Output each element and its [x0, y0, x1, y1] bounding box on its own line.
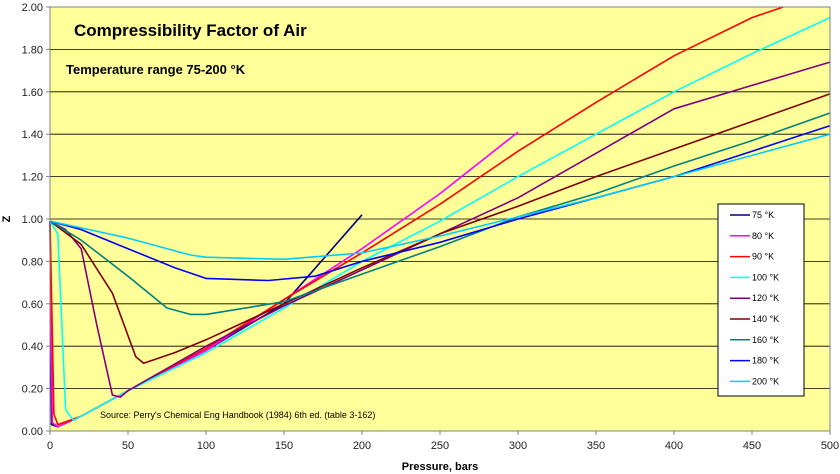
x-tick-label: 100 — [197, 440, 215, 452]
legend-label: 90 °K — [752, 252, 774, 262]
legend: 75 °K 80 °K 90 °K 100 °K 120 °K 140 °K 160 °K 1… — [717, 203, 805, 397]
x-axis-label: Pressure, bars — [402, 461, 478, 473]
legend-label: 75 °K — [752, 210, 774, 220]
series-line-4 — [49, 16, 831, 422]
series-layer — [49, 6, 831, 428]
x-tick-label: 200 — [353, 440, 371, 452]
x-tick-label: 150 — [275, 440, 293, 452]
series-line-2 — [49, 131, 519, 428]
series-line-6 — [49, 93, 831, 365]
ticks: 0.00 0.20 0.40 0.60 0.80 1.00 1.20 1.40 1.60 1.80… — [22, 2, 840, 452]
legend-label: 80 °K — [752, 231, 774, 241]
y-tick-label: 0.80 — [22, 256, 43, 268]
x-tick-label: 300 — [509, 440, 527, 452]
y-tick-label: 2.00 — [22, 2, 43, 14]
y-tick-label: 1.40 — [22, 129, 43, 141]
chart-title: Compressibility Factor of Air — [74, 21, 307, 40]
y-tick-label: 0.60 — [22, 299, 43, 311]
series-line-9 — [49, 133, 831, 261]
x-tick-label: 400 — [665, 440, 683, 452]
y-tick-label: 1.00 — [22, 214, 43, 226]
y-tick-label: 1.80 — [22, 44, 43, 56]
x-tick-label: 350 — [587, 440, 605, 452]
y-tick-label: 1.60 — [22, 87, 43, 99]
series-line-7 — [49, 112, 831, 316]
legend-label: 120 °K — [752, 293, 779, 303]
source-note: Source: Perry's Chemical Eng Handbook (1… — [100, 410, 375, 420]
y-tick-label: 0.20 — [22, 384, 43, 396]
x-tick-label: 0 — [47, 440, 53, 452]
y-tick-label: 0.40 — [22, 341, 43, 353]
chart-subtitle: Temperature range 75-200 °K — [66, 62, 246, 77]
x-tick-label: 50 — [122, 440, 134, 452]
x-tick-label: 450 — [743, 440, 761, 452]
legend-label: 180 °K — [752, 356, 779, 366]
series-line-5 — [49, 61, 831, 398]
legend-label: 200 °K — [752, 376, 779, 386]
y-tick-label: 0.00 — [22, 426, 43, 438]
x-tick-label: 250 — [431, 440, 449, 452]
legend-label: 100 °K — [752, 272, 779, 282]
y-axis-label: Z — [1, 215, 13, 222]
x-tick-label: 500 — [821, 440, 839, 452]
series-line-3 — [49, 6, 784, 426]
y-tick-label: 1.20 — [22, 172, 43, 184]
legend-label: 160 °K — [752, 335, 779, 345]
legend-label: 140 °K — [752, 314, 779, 324]
